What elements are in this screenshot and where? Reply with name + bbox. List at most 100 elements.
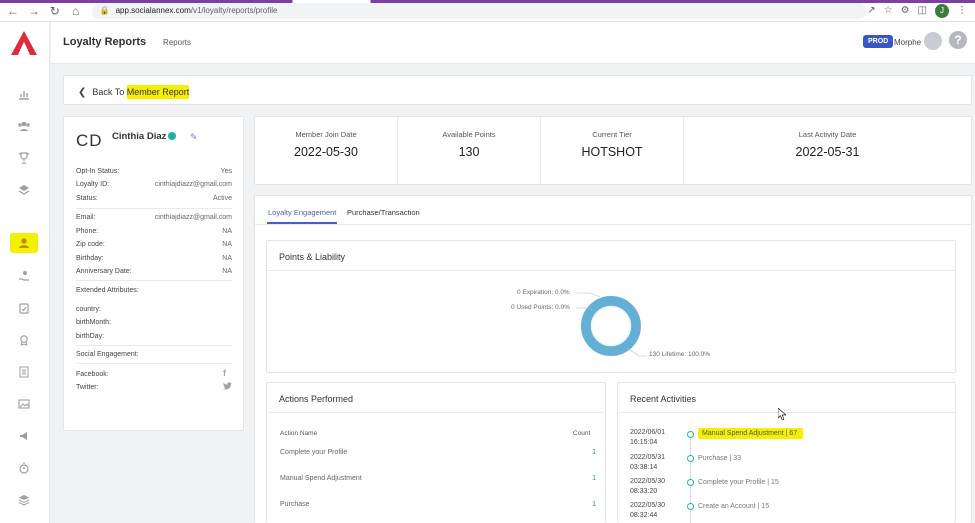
timeline-dot bbox=[687, 455, 694, 462]
field-value: Yes bbox=[220, 168, 232, 175]
bar-chart-icon[interactable] bbox=[17, 87, 31, 101]
activity-date: 2022/06/01 16:15:04 bbox=[630, 428, 678, 448]
browser-toolbar: ← → ↻ ⌂ 🔒 app.socialannex.com /v1/loyalt… bbox=[0, 0, 975, 22]
extensions-icon[interactable]: ⚙ bbox=[900, 5, 910, 16]
field-label: Email: bbox=[76, 214, 96, 221]
field-label: Opt-In Status: bbox=[76, 168, 120, 175]
field-label: Zip code: bbox=[76, 241, 105, 248]
member-profile-card: CD Cinthia Diaz ✎ Opt-In Status: Yes Loya… bbox=[63, 116, 244, 431]
donut-leader-lines bbox=[576, 292, 647, 357]
forward-arrow-icon[interactable]: → bbox=[27, 3, 40, 18]
stopwatch-icon[interactable] bbox=[17, 461, 31, 475]
extended-birthmonth-label: birthMonth: bbox=[76, 319, 112, 326]
donut-lifetime-slice bbox=[581, 296, 641, 356]
stack-icon[interactable] bbox=[17, 493, 31, 507]
section-title: Recent Activities bbox=[630, 394, 697, 404]
facebook-icon[interactable]: f bbox=[223, 368, 226, 378]
field-label: Anniversary Date: bbox=[76, 268, 132, 275]
sidebar bbox=[0, 22, 50, 523]
chevron-left-icon: ❮ bbox=[78, 86, 87, 98]
activity-date-day: 2022/05/30 bbox=[630, 502, 666, 509]
table-row: Purchase 1 bbox=[280, 501, 596, 508]
star-icon[interactable]: ☆ bbox=[883, 5, 893, 16]
recent-activities-card: Recent Activities 2022/06/01 16:15:04 Man… bbox=[617, 382, 956, 523]
stat-label: Member Join Date bbox=[295, 130, 357, 139]
url-path: /v1/loyalty/reports/profile bbox=[190, 6, 278, 15]
tab-loyalty-engagement[interactable]: Loyalty Engagement bbox=[268, 208, 337, 217]
field-row: Zip code: NA bbox=[76, 241, 232, 248]
help-icon[interactable]: ? bbox=[949, 31, 967, 49]
profile-avatar[interactable]: J bbox=[935, 3, 949, 18]
member-icon[interactable] bbox=[17, 236, 31, 250]
field-row: Loyalty ID: cinthiajdiazz@gmail.com bbox=[76, 181, 232, 188]
badge-icon[interactable] bbox=[17, 333, 31, 347]
field-label: Phone: bbox=[76, 228, 99, 235]
page-title: Loyalty Reports bbox=[63, 36, 147, 48]
app-logo[interactable] bbox=[10, 30, 38, 56]
app-header: Loyalty Reports Reports PROD Morphe ? bbox=[51, 22, 975, 64]
action-count[interactable]: 1 bbox=[592, 475, 596, 482]
actions-performed-card: Actions Performed Action Name Count Comp… bbox=[266, 382, 606, 523]
field-label: Birthday: bbox=[76, 255, 104, 262]
expiration-label: 0 Expiration: 0.0% bbox=[517, 289, 570, 296]
lock-icon: 🔒 bbox=[99, 6, 110, 15]
member-stats-card: Member Join Date 2022-05-30 Available Po… bbox=[254, 116, 972, 185]
extended-country-label: country: bbox=[76, 306, 101, 313]
stat-value: 130 bbox=[458, 145, 480, 159]
environment-badge: PROD bbox=[863, 35, 894, 48]
stat-label: Available Points bbox=[442, 130, 496, 139]
reload-icon[interactable]: ↻ bbox=[49, 3, 60, 18]
activity-date: 2022/05/30 08:32:44 bbox=[630, 501, 678, 521]
field-value: cinthiajdiazz@gmail.com bbox=[154, 214, 232, 221]
field-row: Opt-In Status: Yes bbox=[76, 168, 232, 175]
activity-date-time: 08:32:44 bbox=[630, 512, 658, 519]
document-icon[interactable] bbox=[17, 365, 31, 379]
used-points-label: 0 Used Points: 0.0% bbox=[511, 304, 570, 311]
points-liability-card: Points & Liability 0 Expiration: 0.0% 0 … bbox=[266, 240, 956, 373]
stat-join-date: Member Join Date 2022-05-30 bbox=[255, 117, 398, 184]
edit-icon[interactable]: ✎ bbox=[190, 132, 198, 142]
activity-date-day: 2022/05/31 bbox=[630, 454, 666, 461]
home-icon[interactable]: ⌂ bbox=[72, 3, 80, 18]
layers-icon[interactable] bbox=[17, 183, 31, 197]
back-link-prefix: Back To bbox=[92, 87, 127, 97]
megaphone-icon[interactable] bbox=[17, 429, 31, 443]
twitter-icon[interactable] bbox=[223, 382, 232, 392]
image-icon[interactable] bbox=[17, 397, 31, 411]
tab-purchase-transaction[interactable]: Purchase/Transaction bbox=[347, 208, 420, 217]
field-row: Phone: NA bbox=[76, 228, 232, 235]
back-to-member-report-link[interactable]: ❮ Back To Member Report bbox=[78, 85, 190, 99]
address-bar[interactable]: 🔒 app.socialannex.com /v1/loyalty/report… bbox=[91, 2, 868, 19]
stat-available-points: Available Points 130 bbox=[398, 117, 541, 184]
activity-text: Complete your Profile | 15 bbox=[698, 479, 779, 486]
field-value: Active bbox=[212, 195, 232, 202]
field-value: NA bbox=[222, 241, 232, 248]
stat-label: Last Activity Date bbox=[798, 130, 857, 139]
action-count[interactable]: 1 bbox=[592, 501, 596, 508]
member-name: Cinthia Diaz bbox=[112, 131, 167, 142]
divider bbox=[76, 280, 232, 281]
nav-reports-link[interactable]: Reports bbox=[163, 38, 192, 47]
activity-date: 2022/05/31 03:38:14 bbox=[630, 453, 678, 473]
menu-icon[interactable]: ⋮ bbox=[957, 5, 967, 16]
user-avatar[interactable] bbox=[924, 32, 942, 50]
divider bbox=[267, 412, 605, 413]
donut-inner-ring bbox=[590, 305, 632, 347]
field-value: NA bbox=[222, 268, 232, 275]
stat-value: HOTSHOT bbox=[581, 145, 643, 159]
user-name[interactable]: Morphe bbox=[894, 38, 922, 47]
trophy-icon[interactable] bbox=[17, 151, 31, 165]
back-arrow-icon[interactable]: ← bbox=[6, 3, 19, 18]
group-icon[interactable] bbox=[17, 119, 31, 133]
sidepanel-icon[interactable]: ◫ bbox=[917, 5, 927, 16]
action-count[interactable]: 1 bbox=[592, 449, 596, 456]
activity-date-day: 2022/05/30 bbox=[630, 478, 666, 485]
share-icon[interactable]: ↗ bbox=[867, 5, 876, 16]
back-bar: ❮ Back To Member Report bbox=[63, 75, 972, 105]
mouse-cursor-icon bbox=[778, 408, 786, 420]
hand-coin-icon[interactable] bbox=[17, 269, 31, 283]
field-value: NA bbox=[222, 228, 232, 235]
member-initials: CD bbox=[76, 131, 103, 150]
lifetime-label: 130 Lifetime: 100.0% bbox=[649, 351, 711, 358]
clipboard-check-icon[interactable] bbox=[17, 301, 31, 315]
